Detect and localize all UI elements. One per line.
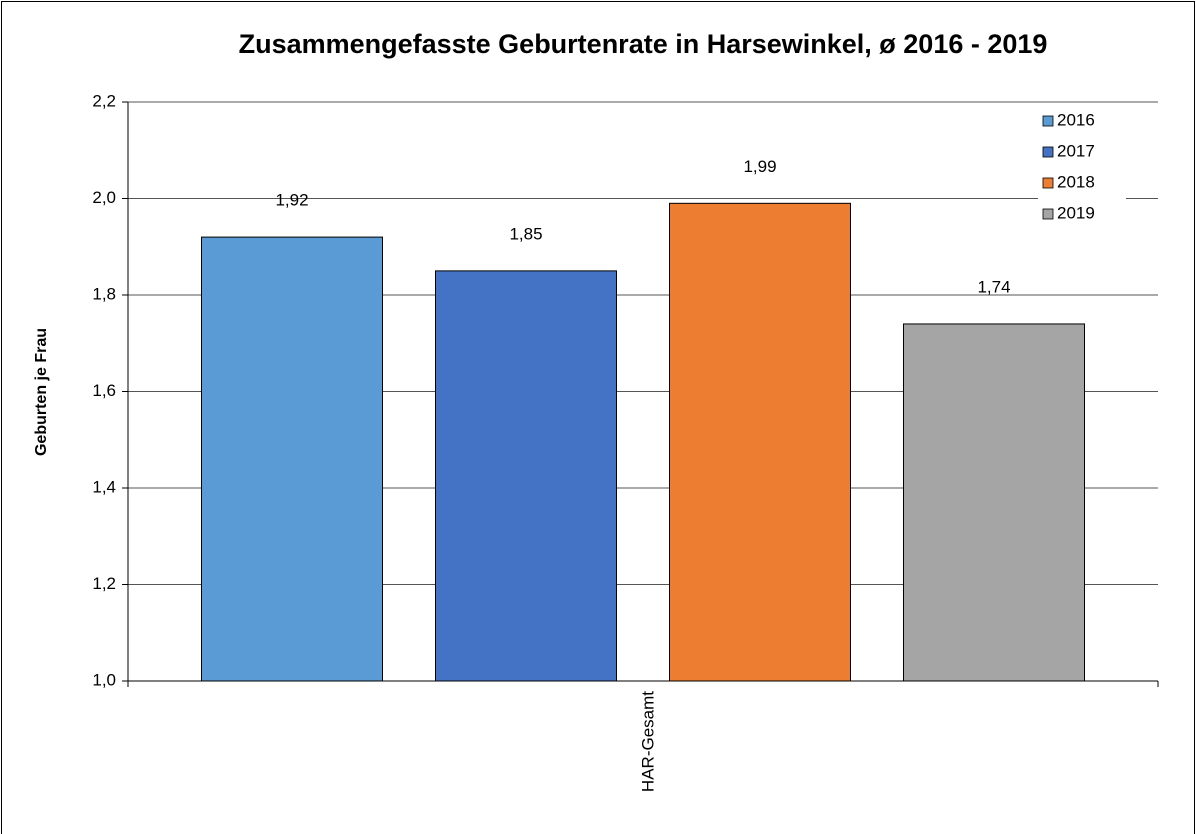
- data-label: 1,85: [509, 224, 542, 243]
- bar: [903, 323, 1085, 682]
- y-tick-label: 1,8: [92, 284, 116, 303]
- bar: [669, 202, 851, 682]
- data-label: 1,74: [977, 277, 1010, 296]
- y-tick-label: 1,4: [92, 477, 116, 496]
- data-label: 1,99: [743, 157, 776, 176]
- y-tick-label: 1,0: [92, 670, 116, 689]
- y-axis-label: Geburten je Frau: [33, 328, 50, 456]
- legend-background: [1038, 110, 1126, 226]
- legend-swatch: [1042, 208, 1054, 220]
- bar: [435, 270, 617, 682]
- data-label: 1,92: [275, 191, 308, 210]
- legend-label: 2018: [1057, 172, 1095, 191]
- y-tick-label: 1,6: [92, 381, 116, 400]
- legend-swatch: [1042, 115, 1054, 127]
- x-tick-label: HAR-Gesamt: [638, 691, 657, 792]
- y-tick-label: 2,0: [92, 188, 116, 207]
- legend-label: 2019: [1057, 203, 1095, 222]
- legend-label: 2017: [1057, 141, 1095, 160]
- legend-swatch: [1042, 177, 1054, 189]
- legend-swatch: [1042, 146, 1054, 158]
- legend-label: 2016: [1057, 110, 1095, 129]
- bar: [201, 236, 383, 682]
- chart-title: Zusammengefasste Geburtenrate in Harsewi…: [239, 29, 1048, 59]
- y-tick-label: 1,2: [92, 574, 116, 593]
- y-tick-label: 2,2: [92, 91, 116, 110]
